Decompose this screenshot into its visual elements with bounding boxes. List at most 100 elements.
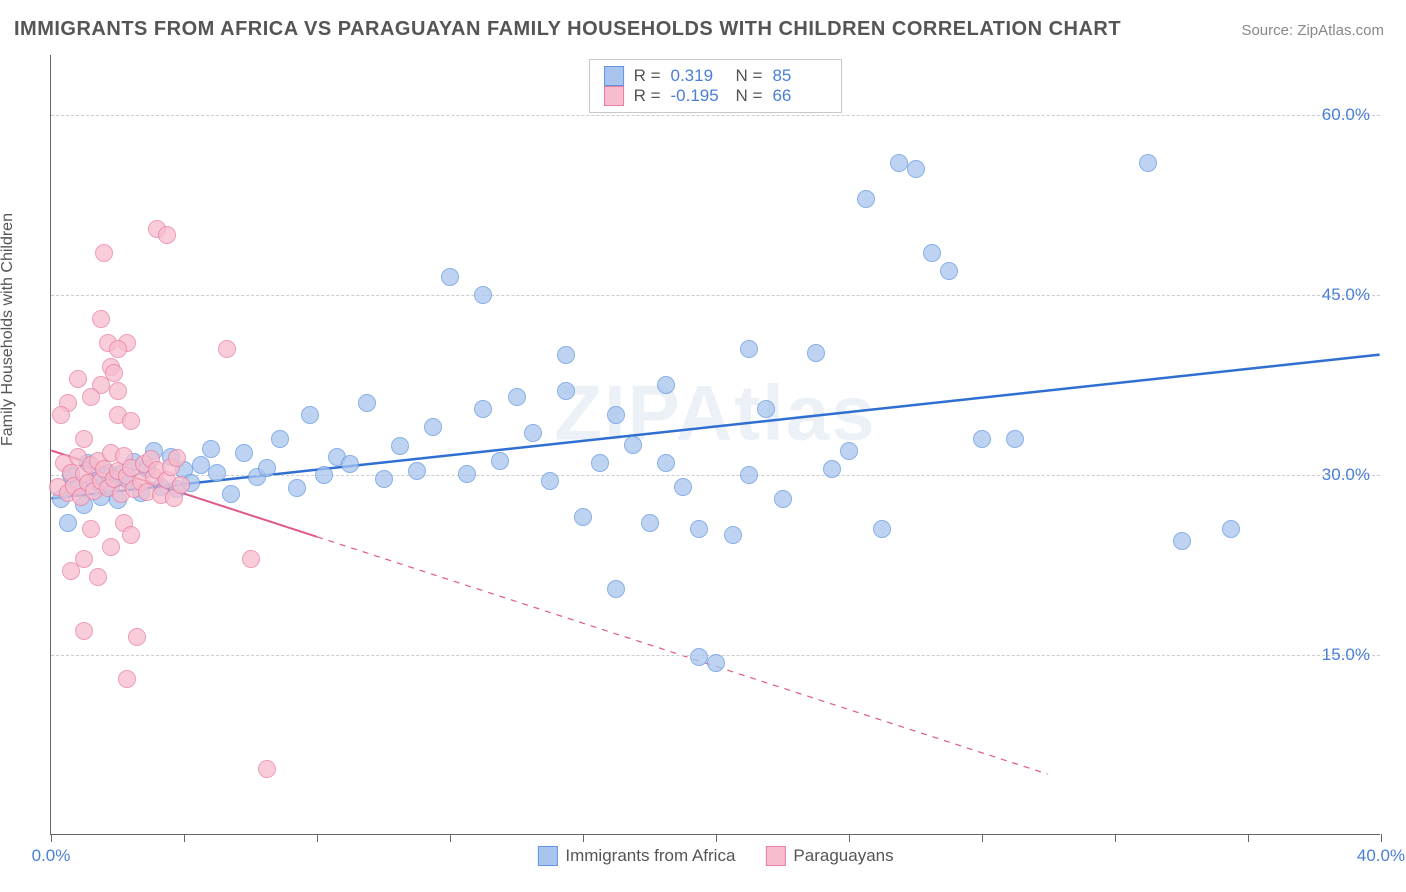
data-point [890,154,908,172]
y-tick-label: 45.0% [1322,285,1370,305]
data-point [109,340,127,358]
data-point [1006,430,1024,448]
trend-lines-svg [51,55,1380,834]
x-tick [450,834,451,842]
data-point [75,430,93,448]
data-point [441,268,459,286]
data-point [52,406,70,424]
data-point [122,412,140,430]
data-point [315,466,333,484]
x-tick [716,834,717,842]
n-label: N = [736,66,763,86]
data-point [89,568,107,586]
n-label: N = [736,86,763,106]
data-point [158,226,176,244]
data-point [707,654,725,672]
data-point [271,430,289,448]
data-point [192,456,210,474]
gridline [51,295,1380,296]
legend-item: Immigrants from Africa [537,846,735,866]
legend-label: Immigrants from Africa [565,846,735,866]
data-point [82,520,100,538]
data-point [128,628,146,646]
data-point [607,406,625,424]
x-tick [51,834,52,842]
y-tick-label: 60.0% [1322,105,1370,125]
data-point [591,454,609,472]
data-point [474,286,492,304]
data-point [218,340,236,358]
data-point [341,455,359,473]
correlation-chart: IMMIGRANTS FROM AFRICA VS PARAGUAYAN FAM… [0,0,1406,892]
source-label: Source: ZipAtlas.com [1241,22,1384,39]
data-point [458,465,476,483]
data-point [657,376,675,394]
legend-item: Paraguayans [765,846,893,866]
data-point [607,580,625,598]
data-point [474,400,492,418]
data-point [69,370,87,388]
stats-legend-box: R =0.319N =85R =-0.195N =66 [589,59,843,113]
data-point [641,514,659,532]
r-label: R = [634,66,661,86]
data-point [258,760,276,778]
x-tick [1248,834,1249,842]
data-point [541,472,559,490]
data-point [873,520,891,538]
data-point [907,160,925,178]
y-tick-label: 15.0% [1322,645,1370,665]
data-point [940,262,958,280]
data-point [208,464,226,482]
data-point [391,437,409,455]
data-point [823,460,841,478]
x-tick [583,834,584,842]
data-point [235,444,253,462]
data-point [740,466,758,484]
data-point [690,648,708,666]
data-point [168,449,186,467]
x-tick [1115,834,1116,842]
data-point [774,490,792,508]
data-point [288,479,306,497]
data-point [95,244,113,262]
r-label: R = [634,86,661,106]
watermark: ZIPAtlas [554,368,876,459]
data-point [258,459,276,477]
data-point [301,406,319,424]
legend-label: Paraguayans [793,846,893,866]
n-value: 85 [772,66,827,86]
series-swatch [604,86,624,106]
series-swatch [604,66,624,86]
stats-row: R = -0.195 N = 66 [604,86,828,106]
x-tick-label: 0.0% [32,846,71,866]
n-value: 66 [772,86,827,106]
data-point [222,485,240,503]
data-point [557,346,575,364]
plot-area: ZIPAtlas R =0.319N =85R =-0.195N =66 Imm… [50,55,1380,835]
data-point [408,462,426,480]
data-point [624,436,642,454]
data-point [740,340,758,358]
x-tick [849,834,850,842]
legend-swatch [537,846,557,866]
data-point [757,400,775,418]
stats-row: R =0.319N =85 [604,66,828,86]
data-point [92,310,110,328]
data-point [172,476,190,494]
data-point [122,526,140,544]
data-point [1173,532,1191,550]
data-point [242,550,260,568]
data-point [690,520,708,538]
gridline [51,115,1380,116]
x-tick [1381,834,1382,842]
data-point [857,190,875,208]
data-point [82,388,100,406]
data-point [1139,154,1157,172]
data-point [973,430,991,448]
data-point [508,388,526,406]
data-point [62,562,80,580]
r-value: -0.195 [671,86,726,106]
data-point [840,442,858,460]
x-tick [317,834,318,842]
data-point [424,418,442,436]
